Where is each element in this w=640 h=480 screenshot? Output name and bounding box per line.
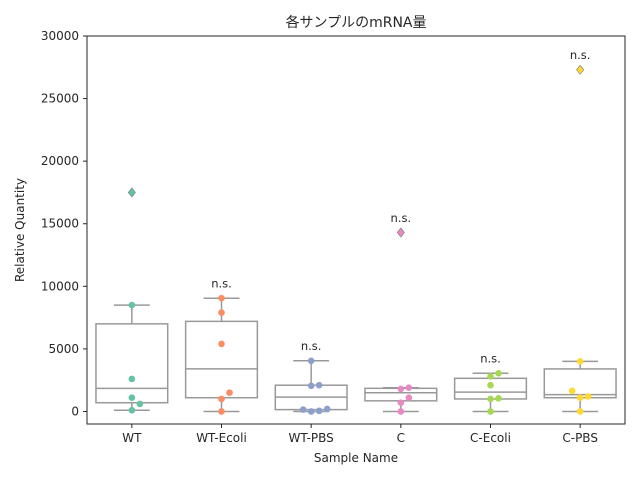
outlier-point bbox=[396, 227, 405, 238]
x-tick-label: C-Ecoli bbox=[470, 431, 511, 445]
data-point bbox=[397, 385, 405, 393]
plot-frame bbox=[86, 35, 626, 425]
significance-label: n.s. bbox=[211, 277, 232, 291]
x-axis-title: Sample Name bbox=[314, 451, 398, 465]
data-point bbox=[128, 301, 136, 309]
y-tick-label: 25000 bbox=[41, 92, 79, 106]
data-point bbox=[405, 384, 413, 392]
data-point bbox=[315, 407, 323, 415]
x-tick-label: C bbox=[397, 431, 405, 445]
data-point bbox=[487, 408, 494, 415]
data-point bbox=[487, 395, 494, 403]
significance-label: n.s. bbox=[391, 211, 412, 225]
data-point bbox=[136, 400, 144, 408]
significance-label: n.s. bbox=[301, 339, 322, 353]
box-WT-Ecoli bbox=[184, 320, 259, 399]
data-point bbox=[128, 406, 136, 414]
data-point bbox=[307, 382, 315, 390]
box-WT bbox=[95, 323, 169, 404]
box-C-PBS bbox=[543, 368, 617, 399]
data-point bbox=[128, 375, 136, 383]
data-point bbox=[299, 406, 307, 413]
data-point bbox=[576, 358, 584, 365]
data-point bbox=[405, 394, 413, 402]
chart-title: 各サンプルのmRNA量 bbox=[286, 15, 427, 31]
data-point bbox=[576, 394, 584, 402]
data-point bbox=[584, 393, 592, 400]
x-tick-label: WT-PBS bbox=[289, 431, 334, 445]
data-point bbox=[218, 395, 225, 403]
x-tick-label: WT-Ecoli bbox=[196, 431, 247, 445]
data-point bbox=[397, 399, 405, 407]
data-point bbox=[487, 381, 494, 389]
data-point bbox=[218, 408, 225, 415]
data-point bbox=[307, 357, 315, 365]
significance-label: n.s. bbox=[570, 48, 591, 62]
outlier-point bbox=[576, 64, 585, 75]
plot-area: 0 5000 10000 15000 20000 25000 30000 WT WT-Ecoli… bbox=[41, 29, 626, 445]
data-point bbox=[576, 408, 584, 415]
data-point bbox=[495, 395, 502, 402]
y-tick-label: 20000 bbox=[41, 154, 79, 168]
outlier-point bbox=[127, 187, 136, 198]
y-tick-label: 10000 bbox=[41, 279, 79, 293]
y-tick-label: 15000 bbox=[41, 217, 79, 231]
data-point bbox=[307, 408, 315, 415]
y-tick-label: 0 bbox=[71, 404, 79, 418]
y-tick-label: 30000 bbox=[41, 29, 79, 43]
data-point bbox=[218, 309, 225, 316]
data-point bbox=[218, 294, 225, 302]
significance-label: n.s. bbox=[480, 352, 501, 366]
data-point bbox=[495, 370, 502, 377]
data-point bbox=[218, 340, 225, 348]
x-tick-label: C-PBS bbox=[562, 431, 598, 445]
data-point bbox=[323, 405, 331, 413]
data-point bbox=[315, 381, 323, 389]
y-tick-label: 5000 bbox=[48, 342, 79, 356]
y-axis-title: Relative Quantity bbox=[13, 178, 27, 282]
data-point bbox=[226, 389, 233, 397]
data-point bbox=[568, 387, 576, 395]
data-point bbox=[397, 408, 405, 415]
data-point bbox=[128, 394, 136, 402]
data-point bbox=[487, 373, 494, 380]
x-tick-label: WT bbox=[122, 431, 142, 445]
